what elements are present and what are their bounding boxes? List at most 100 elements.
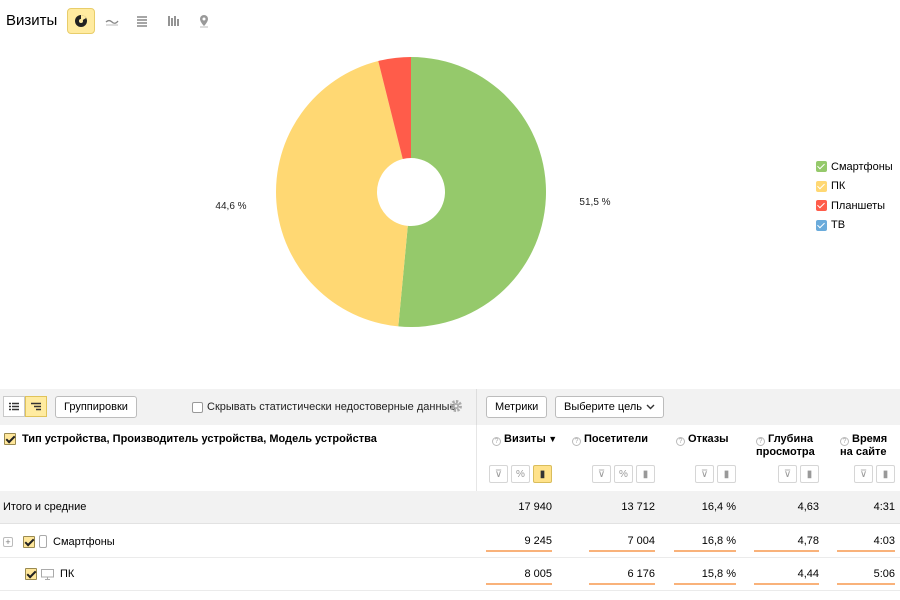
metric-bar xyxy=(674,550,736,552)
dimension-checkbox[interactable] xyxy=(4,433,16,445)
dimension-header[interactable]: Тип устройства, Производитель устройства… xyxy=(4,433,377,445)
column-header-label: Глубина xyxy=(768,433,813,445)
pie-view-button[interactable] xyxy=(67,8,95,34)
help-icon[interactable]: ? xyxy=(676,437,685,446)
metric-cell: 4,63 xyxy=(797,501,819,513)
legend-label: Планшеты xyxy=(831,199,886,212)
row-label-text: ПК xyxy=(60,568,75,580)
metric-cell: 7 004 xyxy=(627,535,655,547)
expand-icon[interactable]: + xyxy=(3,536,13,547)
legend-item[interactable]: ТВ xyxy=(816,216,893,236)
map-pin-icon xyxy=(200,15,208,28)
metrics-button[interactable]: Метрики xyxy=(486,396,548,418)
column-tools: ⊽ ▮ xyxy=(778,465,819,483)
metric-bar xyxy=(486,583,552,585)
percent-icon[interactable]: % xyxy=(614,465,633,483)
table-header: Тип устройства, Производитель устройства… xyxy=(0,425,900,491)
legend-checkbox[interactable] xyxy=(816,200,827,212)
column-header[interactable]: ? Посетители xyxy=(572,433,648,446)
metric-cell: 5:06 xyxy=(873,568,895,580)
bars-icon[interactable]: ▮ xyxy=(533,465,552,483)
pie-slice-1[interactable] xyxy=(276,61,408,327)
metric-cell: 4,78 xyxy=(797,535,819,547)
pie-slice-0[interactable] xyxy=(398,57,546,327)
gear-icon[interactable] xyxy=(449,399,463,413)
help-icon[interactable]: ? xyxy=(756,437,765,446)
toolbar-divider xyxy=(476,389,477,425)
column-tools: ⊽ ▮ xyxy=(854,465,895,483)
help-icon[interactable]: ? xyxy=(572,437,581,446)
column-header-label: Время xyxy=(852,433,888,445)
legend-checkbox[interactable] xyxy=(816,219,827,231)
help-icon[interactable]: ? xyxy=(840,437,849,446)
hide-unreliable-option[interactable]: Скрывать статистически недостоверные дан… xyxy=(192,401,456,413)
list-icon xyxy=(9,402,19,411)
metric-bar xyxy=(589,583,655,585)
row-label: ПК xyxy=(25,568,74,580)
bars-icon[interactable]: ▮ xyxy=(717,465,736,483)
column-header[interactable]: ? Глубина просмотра xyxy=(756,433,815,459)
chart-legend: Смартфоны ПК Планшеты ТВ xyxy=(816,157,893,235)
tree-view-button[interactable] xyxy=(25,396,47,417)
slice-data-label: 44,6 % xyxy=(215,201,246,212)
bars-icon[interactable]: ▮ xyxy=(636,465,655,483)
metric-bar xyxy=(837,550,895,552)
column-header[interactable]: ? Визиты ▼ xyxy=(492,433,557,446)
hide-unreliable-checkbox[interactable] xyxy=(192,401,203,413)
metric-cell: 4,44 xyxy=(797,568,819,580)
metric-bar xyxy=(486,550,552,552)
area-view-button[interactable] xyxy=(128,8,156,34)
line-view-button[interactable] xyxy=(98,8,126,34)
metric-cell: 15,8 % xyxy=(701,568,736,580)
help-icon[interactable]: ? xyxy=(492,437,501,446)
column-header-label: Посетители xyxy=(584,433,648,445)
device-pie-chart: 51,5 % 44,6 % xyxy=(215,57,611,327)
sort-desc-icon[interactable]: ▼ xyxy=(545,434,558,444)
percent-icon[interactable]: % xyxy=(511,465,530,483)
metric-cell: 4:31 xyxy=(873,501,895,513)
chevron-down-icon xyxy=(646,404,655,410)
column-header-label-line2: просмотра xyxy=(756,446,815,458)
table-row[interactable]: ПК 8 005 6 176 15,8 % 4,44 5:06 xyxy=(0,558,900,591)
table-row[interactable]: + Смартфоны 9 245 7 004 16,8 % 4,78 4:03 xyxy=(0,525,900,558)
legend-item[interactable]: ПК xyxy=(816,177,893,197)
bar-view-button[interactable] xyxy=(159,8,187,34)
legend-checkbox[interactable] xyxy=(816,161,827,173)
desktop-icon xyxy=(41,568,54,580)
column-header[interactable]: ? Отказы xyxy=(676,433,729,446)
row-checkbox[interactable] xyxy=(25,568,37,580)
legend-item[interactable]: Планшеты xyxy=(816,196,893,216)
list-view-button[interactable] xyxy=(3,396,25,417)
metric-cell: 6 176 xyxy=(627,568,655,580)
groupings-button[interactable]: Группировки xyxy=(55,396,137,418)
area-chart-icon xyxy=(137,16,147,27)
column-header-label: Визиты xyxy=(504,433,546,445)
column-header[interactable]: ? Время на сайте xyxy=(840,433,887,459)
pie-chart-icon xyxy=(75,14,87,27)
metric-bar xyxy=(754,550,819,552)
totals-row[interactable]: Итого и средние 17 940 13 712 16,4 % 4,63 4:3… xyxy=(0,491,900,524)
row-checkbox[interactable] xyxy=(23,535,35,548)
table-toolbar: Группировки Скрывать статистически недос… xyxy=(0,389,900,425)
metric-bar xyxy=(837,583,895,585)
column-header-label: Отказы xyxy=(688,433,729,445)
slice-data-label: 51,5 % xyxy=(579,197,610,208)
filter-icon[interactable]: ⊽ xyxy=(592,465,611,483)
bars-icon[interactable]: ▮ xyxy=(800,465,819,483)
smartphone-icon xyxy=(39,535,47,548)
goal-select-label: Выберите цель xyxy=(564,401,642,413)
metric-cell: 16,4 % xyxy=(701,501,736,513)
bars-icon[interactable]: ▮ xyxy=(876,465,895,483)
row-label: + Смартфоны xyxy=(3,535,115,548)
map-view-button[interactable] xyxy=(190,8,218,34)
filter-icon[interactable]: ⊽ xyxy=(489,465,508,483)
pie-slice-2[interactable] xyxy=(378,57,411,160)
metric-cell: 17 940 xyxy=(518,501,552,513)
metric-cell: 9 245 xyxy=(524,535,552,547)
legend-checkbox[interactable] xyxy=(816,180,827,192)
filter-icon[interactable]: ⊽ xyxy=(695,465,714,483)
goal-select[interactable]: Выберите цель xyxy=(555,396,664,418)
filter-icon[interactable]: ⊽ xyxy=(778,465,797,483)
filter-icon[interactable]: ⊽ xyxy=(854,465,873,483)
legend-item[interactable]: Смартфоны xyxy=(816,157,893,177)
